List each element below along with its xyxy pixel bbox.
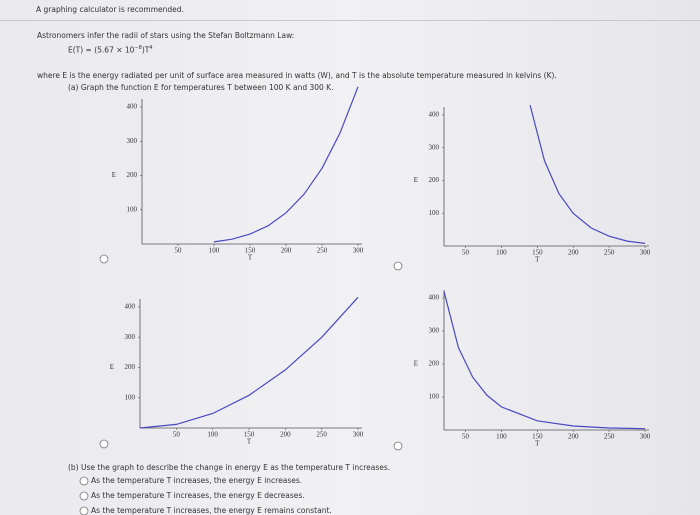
x-tick-label: 150 (532, 249, 543, 257)
x-tick-label: 100 (496, 433, 507, 441)
formula-part: E(T) = (5.67 × 10 (68, 45, 135, 55)
graph-radio[interactable] (393, 441, 403, 451)
x-tick-label: 250 (604, 249, 615, 257)
x-tick-label: 50 (175, 247, 183, 255)
x-tick-label: 50 (462, 249, 470, 257)
intro: Astronomers infer the radii of stars usi… (37, 31, 295, 40)
y-tick-label: 200 (125, 363, 136, 371)
y-tick-label: 200 (127, 171, 138, 179)
y-tick-label: 100 (429, 209, 440, 217)
option-radio[interactable] (79, 506, 89, 515)
x-tick-label: 250 (604, 433, 615, 441)
option-label[interactable]: As the temperature T increases, the ener… (91, 476, 302, 485)
y-tick-label: 400 (429, 294, 440, 302)
x-tick-label: 200 (568, 433, 579, 441)
option-label[interactable]: As the temperature T increases, the ener… (91, 506, 332, 515)
graph-radio[interactable] (393, 261, 403, 271)
definition: where E is the energy radiated per unit … (37, 71, 557, 80)
x-tick-label: 200 (281, 247, 292, 255)
option-label[interactable]: As the temperature T increases, the ener… (91, 491, 305, 500)
part-a: (a) Graph the function E for temperature… (68, 83, 334, 92)
formula-exp: −8 (134, 45, 142, 51)
x-axis-label: T (247, 438, 252, 446)
option-radio[interactable] (79, 476, 89, 486)
x-tick-label: 50 (173, 431, 181, 439)
formula-exp: 4 (149, 45, 153, 51)
curve (529, 105, 646, 244)
y-tick-label: 400 (127, 103, 138, 111)
y-tick-label: 400 (429, 111, 440, 119)
y-tick-label: 300 (127, 137, 138, 145)
x-tick-label: 150 (245, 247, 256, 255)
curve (213, 86, 359, 243)
y-tick-label: 100 (127, 205, 138, 213)
curve (139, 296, 359, 429)
y-tick-label: 300 (429, 327, 440, 335)
x-tick-label: 150 (244, 431, 255, 439)
notice: A graphing calculator is recommended. (36, 5, 184, 14)
x-tick-label: 100 (496, 249, 507, 257)
formula: E(T) = (5.67 × 10−8)T4 (68, 45, 153, 55)
x-tick-label: 100 (207, 431, 218, 439)
y-axis-label: E (112, 171, 116, 179)
option-radio[interactable] (79, 491, 89, 501)
y-tick-label: 200 (429, 176, 440, 184)
divider (0, 20, 700, 21)
x-tick-label: 300 (640, 433, 651, 441)
formula-part: )T (141, 45, 150, 55)
x-tick-label: 200 (280, 431, 291, 439)
x-tick-label: 300 (353, 431, 364, 439)
y-tick-label: 400 (125, 303, 136, 311)
x-tick-label: 150 (532, 433, 543, 441)
y-tick-label: 300 (429, 143, 440, 151)
y-tick-label: 200 (429, 360, 440, 368)
y-axis-label: E (414, 360, 418, 368)
curve (443, 291, 646, 430)
x-tick-label: 250 (316, 431, 327, 439)
y-axis-label: E (414, 176, 418, 184)
y-tick-label: 300 (125, 333, 136, 341)
y-tick-label: 100 (429, 393, 440, 401)
x-axis-label: T (535, 440, 540, 448)
x-tick-label: 100 (209, 247, 220, 255)
x-axis-label: T (535, 256, 540, 264)
y-axis-label: E (110, 363, 114, 371)
x-tick-label: 50 (462, 433, 470, 441)
part-b: (b) Use the graph to describe the change… (68, 463, 391, 472)
x-tick-label: 200 (568, 249, 579, 257)
x-axis-label: T (248, 254, 253, 262)
graph-radio[interactable] (99, 439, 109, 449)
x-tick-label: 300 (353, 247, 364, 255)
y-tick-label: 100 (125, 393, 136, 401)
graph-radio[interactable] (99, 254, 109, 264)
x-tick-label: 300 (640, 249, 651, 257)
x-tick-label: 250 (317, 247, 328, 255)
